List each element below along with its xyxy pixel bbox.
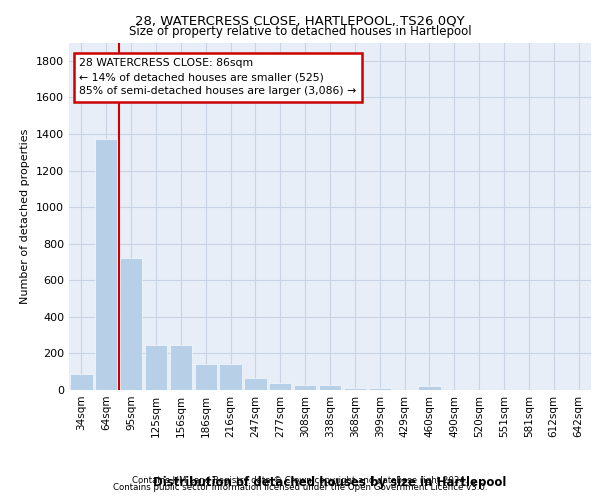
Bar [344,388,366,390]
Bar [170,345,192,390]
Bar [70,374,92,390]
Text: 28, WATERCRESS CLOSE, HARTLEPOOL, TS26 0QY: 28, WATERCRESS CLOSE, HARTLEPOOL, TS26 0… [135,15,465,28]
Text: Size of property relative to detached houses in Hartlepool: Size of property relative to detached ho… [128,25,472,38]
Bar [244,378,266,390]
Text: 28 WATERCRESS CLOSE: 86sqm
← 14% of detached houses are smaller (525)
85% of sem: 28 WATERCRESS CLOSE: 86sqm ← 14% of deta… [79,58,356,96]
Bar [95,140,118,390]
X-axis label: Distribution of detached houses by size in Hartlepool: Distribution of detached houses by size … [154,476,506,489]
Bar [220,364,242,390]
Bar [368,388,391,390]
Text: Contains HM Land Registry data © Crown copyright and database right 2024.: Contains HM Land Registry data © Crown c… [132,476,468,485]
Bar [269,382,292,390]
Bar [120,258,142,390]
Bar [145,345,167,390]
Y-axis label: Number of detached properties: Number of detached properties [20,128,31,304]
Bar [294,386,316,390]
Bar [319,386,341,390]
Bar [418,386,440,390]
Text: Contains public sector information licensed under the Open Government Licence v3: Contains public sector information licen… [113,484,487,492]
Bar [194,364,217,390]
